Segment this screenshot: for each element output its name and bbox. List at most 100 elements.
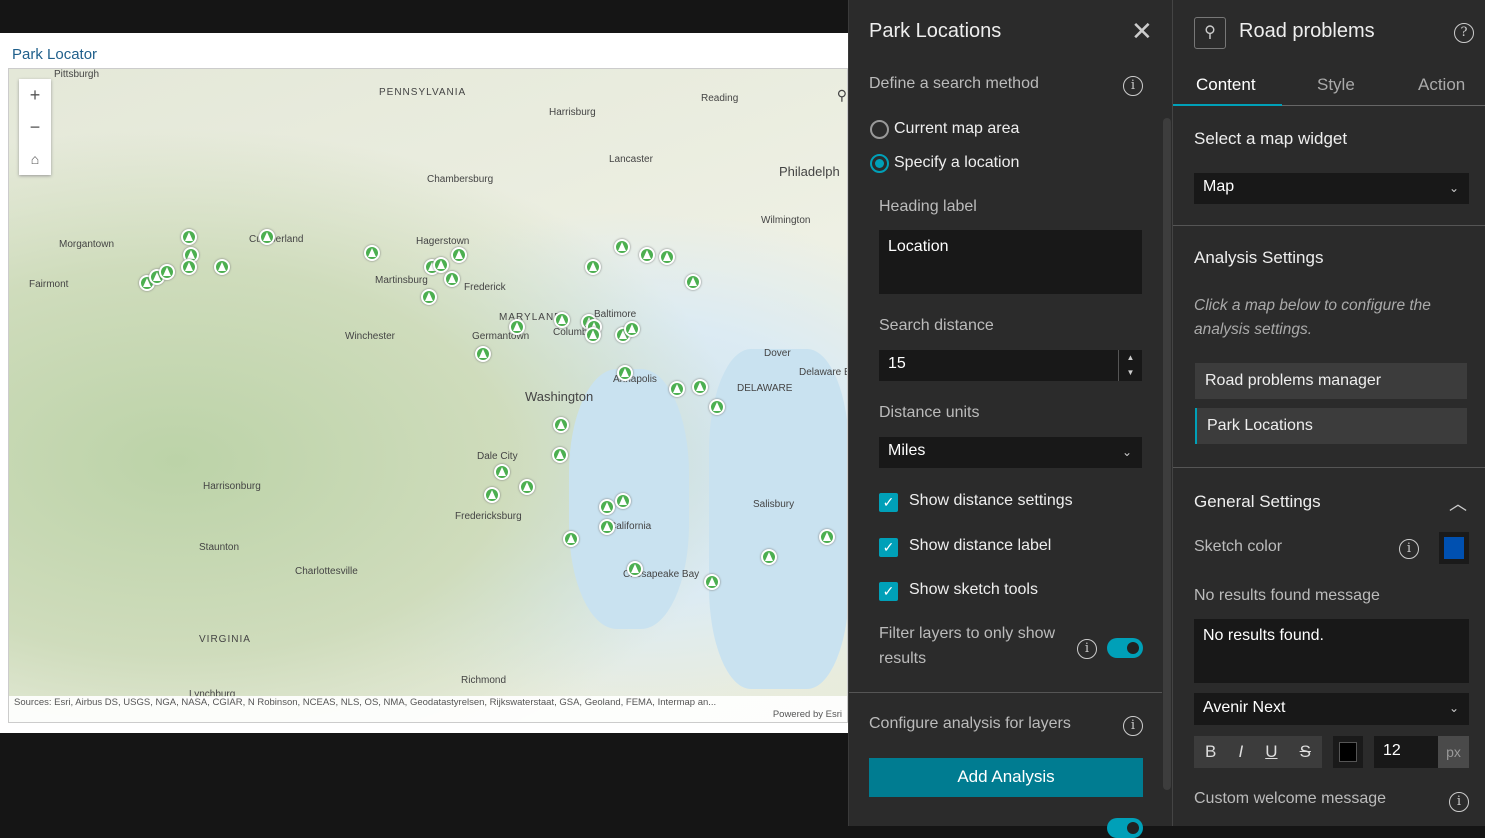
chevron-up-icon[interactable]: ︿ — [1449, 494, 1467, 514]
park-marker[interactable] — [444, 271, 460, 287]
map-view[interactable]: Pittsburgh PENNSYLVANIA Harrisburg Reading L… — [8, 68, 848, 723]
chevron-down-icon: ⌄ — [1448, 701, 1459, 715]
park-marker[interactable] — [563, 531, 579, 547]
city-label: Salisbury — [753, 499, 795, 510]
font-select[interactable]: Avenir Next ⌄ — [1194, 693, 1469, 725]
add-analysis-button[interactable]: Add Analysis — [869, 758, 1143, 797]
park-marker[interactable] — [709, 399, 725, 415]
park-marker[interactable] — [451, 247, 467, 263]
distance-units-select[interactable]: Miles ⌄ — [879, 437, 1142, 468]
park-marker[interactable] — [214, 259, 230, 275]
park-marker[interactable] — [692, 379, 708, 395]
close-icon[interactable]: ✕ — [1131, 16, 1153, 46]
attribution-text: Sources: Esri, Airbus DS, USGS, NGA, NAS… — [14, 697, 717, 708]
bold-button[interactable]: B — [1205, 742, 1217, 761]
city-label: Dale City — [477, 451, 518, 462]
scrollbar[interactable] — [1163, 118, 1171, 790]
park-marker[interactable] — [159, 264, 175, 280]
zoom-in-button[interactable]: + — [29, 85, 41, 105]
italic-button[interactable]: I — [1238, 742, 1244, 761]
park-marker[interactable] — [599, 499, 615, 515]
layer-item-park-locations[interactable]: Park Locations — [1195, 408, 1467, 444]
park-marker[interactable] — [761, 549, 777, 565]
info-icon[interactable]: i — [1449, 792, 1469, 812]
park-marker[interactable] — [509, 319, 525, 335]
panel-title: Park Locations — [869, 20, 1002, 42]
park-marker[interactable] — [624, 321, 640, 337]
park-marker[interactable] — [181, 229, 197, 245]
search-icon[interactable]: ⚲ — [836, 87, 847, 103]
park-marker[interactable] — [617, 365, 633, 381]
sketch-color-label: Sketch color — [1194, 538, 1283, 555]
checkbox-label: Show distance label — [909, 537, 1052, 554]
underline-button[interactable]: U — [1265, 742, 1278, 761]
radio-specify-location[interactable] — [870, 154, 889, 173]
font-size-input[interactable]: 12 px — [1374, 736, 1469, 768]
city-label: Reading — [701, 93, 739, 104]
park-marker[interactable] — [433, 257, 449, 273]
park-marker[interactable] — [484, 487, 500, 503]
sketch-color-swatch[interactable] — [1439, 532, 1469, 564]
park-marker[interactable] — [685, 274, 701, 290]
no-results-input[interactable]: No results found. — [1194, 619, 1469, 683]
analysis-settings-heading: Analysis Settings — [1194, 248, 1324, 267]
no-results-label: No results found message — [1194, 587, 1380, 604]
park-marker[interactable] — [819, 529, 835, 545]
stepper[interactable]: ▲ ▼ — [1118, 350, 1142, 381]
strikethrough-button[interactable]: S — [1299, 742, 1311, 761]
help-icon[interactable]: ? — [1454, 23, 1474, 43]
park-marker[interactable] — [704, 574, 720, 590]
park-marker[interactable] — [614, 239, 630, 255]
search-distance-input[interactable]: 15 ▲ ▼ — [879, 350, 1142, 381]
radio-current-map-area[interactable] — [870, 120, 889, 139]
powered-by-link[interactable]: Powered by Esri — [772, 709, 842, 720]
search-settings-panel: Park Locations ✕ Define a search method … — [848, 0, 1172, 838]
park-marker[interactable] — [659, 249, 675, 265]
park-marker[interactable] — [553, 417, 569, 433]
park-marker[interactable] — [552, 447, 568, 463]
park-marker[interactable] — [475, 346, 491, 362]
city-label: Winchester — [345, 331, 396, 342]
park-marker[interactable] — [421, 289, 437, 305]
tab-action[interactable]: Action — [1418, 75, 1466, 94]
city-label: Chambersburg — [427, 174, 494, 185]
info-icon[interactable]: i — [1123, 716, 1143, 736]
show-distance-settings-checkbox[interactable]: ✓ — [879, 493, 898, 512]
park-marker[interactable] — [599, 519, 615, 535]
toggle[interactable] — [1107, 818, 1143, 838]
tab-style[interactable]: Style — [1317, 75, 1355, 94]
park-marker[interactable] — [669, 381, 685, 397]
park-marker[interactable] — [639, 247, 655, 263]
layer-item-road-problems-manager[interactable]: Road problems manager — [1195, 363, 1467, 399]
filter-label: Filter layers to only show — [879, 625, 1056, 642]
park-marker[interactable] — [181, 259, 197, 275]
zoom-out-button[interactable]: − — [29, 117, 41, 137]
city-label: California — [609, 521, 652, 532]
park-marker[interactable] — [585, 259, 601, 275]
info-icon[interactable]: i — [1399, 539, 1419, 559]
info-icon[interactable]: i — [1123, 76, 1143, 96]
park-marker[interactable] — [615, 493, 631, 509]
attribution: Sources: Esri, Airbus DS, USGS, NGA, NAS… — [9, 696, 847, 722]
city-label: Frederick — [464, 282, 506, 293]
park-marker[interactable] — [259, 229, 275, 245]
map-widget-select[interactable]: Map ⌄ — [1194, 173, 1469, 204]
info-icon[interactable]: i — [1077, 639, 1097, 659]
park-marker[interactable] — [364, 245, 380, 261]
city-label: Staunton — [199, 542, 240, 553]
text-color-swatch[interactable] — [1333, 736, 1363, 768]
home-icon[interactable]: ⌂ — [30, 151, 40, 167]
park-marker[interactable] — [627, 561, 643, 577]
show-distance-label-checkbox[interactable]: ✓ — [879, 538, 898, 557]
park-marker[interactable] — [585, 327, 601, 343]
tab-content[interactable]: Content — [1196, 75, 1256, 94]
heading-input[interactable]: Location — [879, 230, 1142, 294]
chevron-down-icon: ⌄ — [1121, 445, 1132, 459]
city-label: PENNSYLVANIA — [379, 87, 467, 98]
park-marker[interactable] — [519, 479, 535, 495]
city-label: Annapolis — [613, 374, 657, 385]
park-marker[interactable] — [494, 464, 510, 480]
park-marker[interactable] — [554, 312, 570, 328]
filter-toggle[interactable] — [1107, 638, 1143, 658]
show-sketch-tools-checkbox[interactable]: ✓ — [879, 582, 898, 601]
